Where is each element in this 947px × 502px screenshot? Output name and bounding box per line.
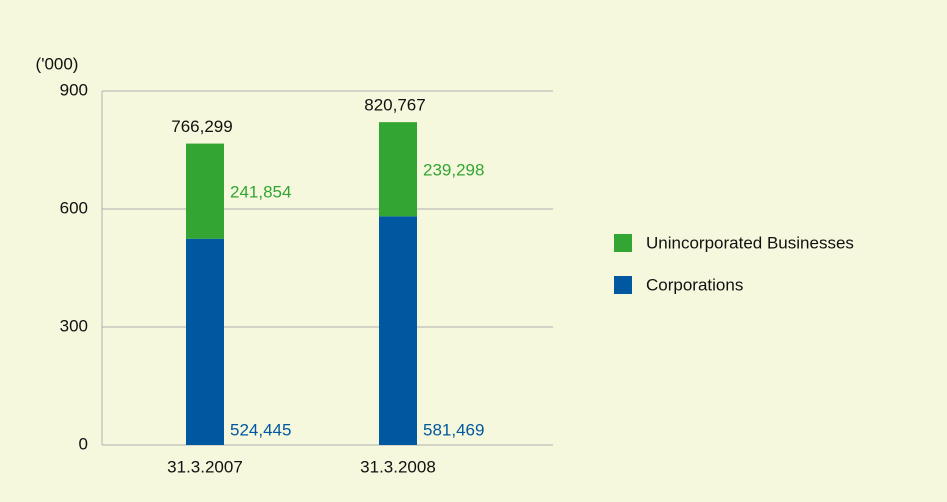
bar-segment <box>186 238 224 445</box>
x-tick-label: 31.3.2008 <box>360 457 436 476</box>
legend-swatch <box>614 234 632 252</box>
y-tick-label: 300 <box>60 316 88 335</box>
legend-label: Corporations <box>646 275 743 294</box>
legend-label: Unincorporated Businesses <box>646 233 854 252</box>
y-tick-label: 900 <box>60 80 88 99</box>
value-label: 239,298 <box>423 161 484 180</box>
bar-segment <box>379 216 417 445</box>
y-tick-label: 0 <box>79 434 88 453</box>
legend-swatch <box>614 276 632 294</box>
value-label: 581,469 <box>423 420 484 439</box>
bar-segment <box>186 143 224 239</box>
value-label: 241,854 <box>230 183 291 202</box>
total-label: 820,767 <box>364 96 425 115</box>
value-label: 524,445 <box>230 420 291 439</box>
bar-segment <box>379 122 417 217</box>
y-axis-label: ('000) <box>36 54 79 73</box>
total-label: 766,299 <box>171 117 232 136</box>
y-tick-label: 600 <box>60 198 88 217</box>
x-tick-label: 31.3.2007 <box>167 457 243 476</box>
